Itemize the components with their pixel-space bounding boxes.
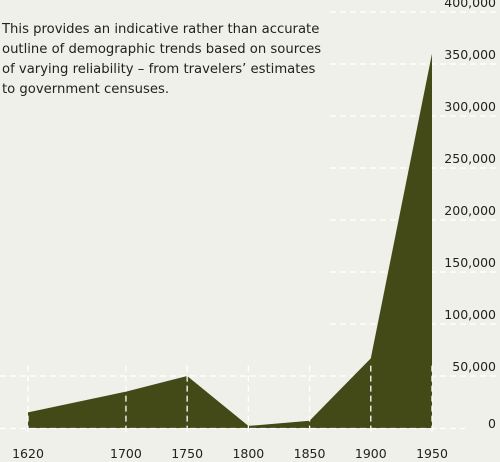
x-tick-label: 1900 [355,446,387,461]
x-tick-label: 1620 [12,446,44,461]
chart-vertical-grid [27,365,433,432]
y-tick-label: 100,000 [444,307,496,322]
chart-annotation: This provides an indicative rather than … [2,22,322,97]
y-tick-label: 250,000 [444,151,496,166]
y-axis: 400,000 350,000 300,000 250,000 200,000 150,0… [444,0,496,431]
x-tick-label: 1800 [232,446,264,461]
y-tick-label: 300,000 [444,99,496,114]
x-axis: 1620 1700 1750 1800 1850 1900 1950 [0,427,465,461]
y-tick-label: 200,000 [444,203,496,218]
y-tick-label: 50,000 [452,359,496,374]
x-tick-label: 1950 [416,446,448,461]
area-series [28,53,432,428]
x-tick-label: 1700 [110,446,142,461]
y-tick-label: 150,000 [444,255,496,270]
y-tick-label: 400,000 [444,0,496,10]
chart-series [28,53,432,428]
x-tick-label: 1850 [294,446,326,461]
y-tick-label: 0 [488,416,496,431]
x-tick-label: 1750 [171,446,203,461]
y-tick-label: 350,000 [444,47,496,62]
